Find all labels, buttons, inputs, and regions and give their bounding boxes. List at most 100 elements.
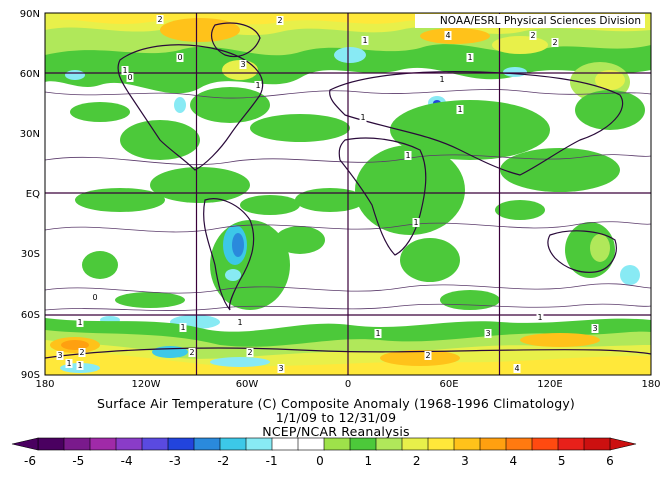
contour-label: 3 [278,364,283,373]
colorbar-labels: -6 -5 -4 -3 -2 -1 0 1 2 3 4 5 6 [24,454,614,468]
colorbar-tick-label: 4 [510,454,518,468]
colorbar-segment [505,437,533,451]
latitude-axis: 90N 60N 30N EQ 30S 60S 90S [20,9,40,381]
contour-label: 1 [77,318,82,327]
contour-label: 2 [247,348,252,357]
contour-label: 1 [439,75,444,84]
colorbar-segment [427,437,455,451]
colorbar-tick-label: -5 [72,454,84,468]
longitude-axis: 180 120W 60W 0 60E 120E 180 [35,379,660,390]
australia-coast [547,230,617,273]
midlatitude-anomaly-patches [70,87,645,310]
contour-label: 2 [552,38,557,47]
colorbar-tick-label: 5 [558,454,566,468]
contour-label: 3 [240,60,245,69]
lat-label: 90S [21,370,40,381]
map-frame [44,12,652,376]
colorbar-tick-label: -1 [266,454,278,468]
lat-label: 30N [20,129,40,140]
contour-label: 1 [77,361,82,370]
contour-label: 0 [177,53,182,62]
contour-label: 2 [79,348,84,357]
colorbar-tick-label: 2 [413,454,421,468]
contour-label: 1 [405,151,410,160]
colorbar-segment [193,437,221,451]
colorbar-tick-label: 6 [606,454,614,468]
contour-label: 2 [189,348,194,357]
contour-label: 1 [66,359,71,368]
lat-label: 60S [21,310,40,321]
contour-label: 2 [425,351,430,360]
lat-label: 60N [20,69,40,80]
colorbar-segments [11,437,637,451]
contour-label: 0 [92,293,97,302]
contour-label: 1 [457,105,462,114]
contour-label: 0 [127,73,132,82]
colorbar-segment [37,437,65,451]
lon-label: 120W [132,379,161,390]
north-america-coast [117,44,264,171]
contour-label: 1 [360,113,365,122]
contour-label: 1 [237,318,242,327]
lon-label: 180 [641,379,660,390]
caption-dataset: NCEP/NCAR Reanalysis [262,424,410,439]
lat-label: 30S [21,249,40,260]
contour-label: 1 [375,329,380,338]
colorbar-segment [453,437,481,451]
contour-label: 1 [255,81,260,90]
grid-lines [45,13,651,375]
lon-label: 60E [439,379,458,390]
colorbar-tick-label: 1 [365,454,373,468]
contour-label: 2 [157,15,162,24]
colorbar-tick-label: -3 [169,454,181,468]
greenland-coast [211,22,261,58]
lat-label: 90N [20,9,40,20]
colorbar-segment [115,437,143,451]
colorbar-tick-label: -6 [24,454,36,468]
africa-coast [338,137,427,256]
colorbar-segment [141,437,169,451]
lat-label: EQ [26,189,40,200]
colorbar-segment [167,437,195,451]
colorbar: -6 -5 -4 -3 -2 -1 0 1 2 3 4 5 6 [11,437,637,468]
colorbar-segment [219,437,247,451]
south-america-anomaly [223,225,247,281]
contour-label: 1 [122,66,127,75]
lon-label: 0 [345,379,351,390]
colorbar-segment [531,437,559,451]
contour-label: 3 [57,351,62,360]
colorbar-segment [401,437,429,451]
lon-label: 120E [537,379,562,390]
colorbar-min-arrow [11,437,39,451]
contour-label: 1 [537,313,542,322]
colorbar-segment [323,437,351,451]
contour-label: 1 [362,36,367,45]
colorbar-segment [479,437,507,451]
colorbar-tick-label: -2 [217,454,229,468]
eurasia-coast [329,70,624,176]
coastlines [45,22,651,359]
antarctica-coast [45,347,651,359]
south-america-coast [203,198,255,311]
colorbar-segment [63,437,91,451]
contour-label: 1 [467,53,472,62]
colorbar-segment [245,437,273,451]
contour-label: 1 [180,323,185,332]
lon-label: 60W [236,379,259,390]
colorbar-tick-label: 3 [461,454,469,468]
contour-label: 4 [445,31,450,40]
lon-label: 180 [35,379,54,390]
colorbar-segment [375,437,403,451]
colorbar-max-arrow [609,437,637,451]
colorbar-segment [89,437,117,451]
contour-label: 1 [413,218,418,227]
contour-label: 3 [592,324,597,333]
colorbar-tick-label: -4 [121,454,133,468]
caption-date-range: 1/1/09 to 12/31/09 [275,410,397,425]
colorbar-segment [583,437,611,451]
contour-label: 2 [530,31,535,40]
colorbar-tick-label: 0 [316,454,324,468]
caption-title: Surface Air Temperature (C) Composite An… [97,396,575,411]
